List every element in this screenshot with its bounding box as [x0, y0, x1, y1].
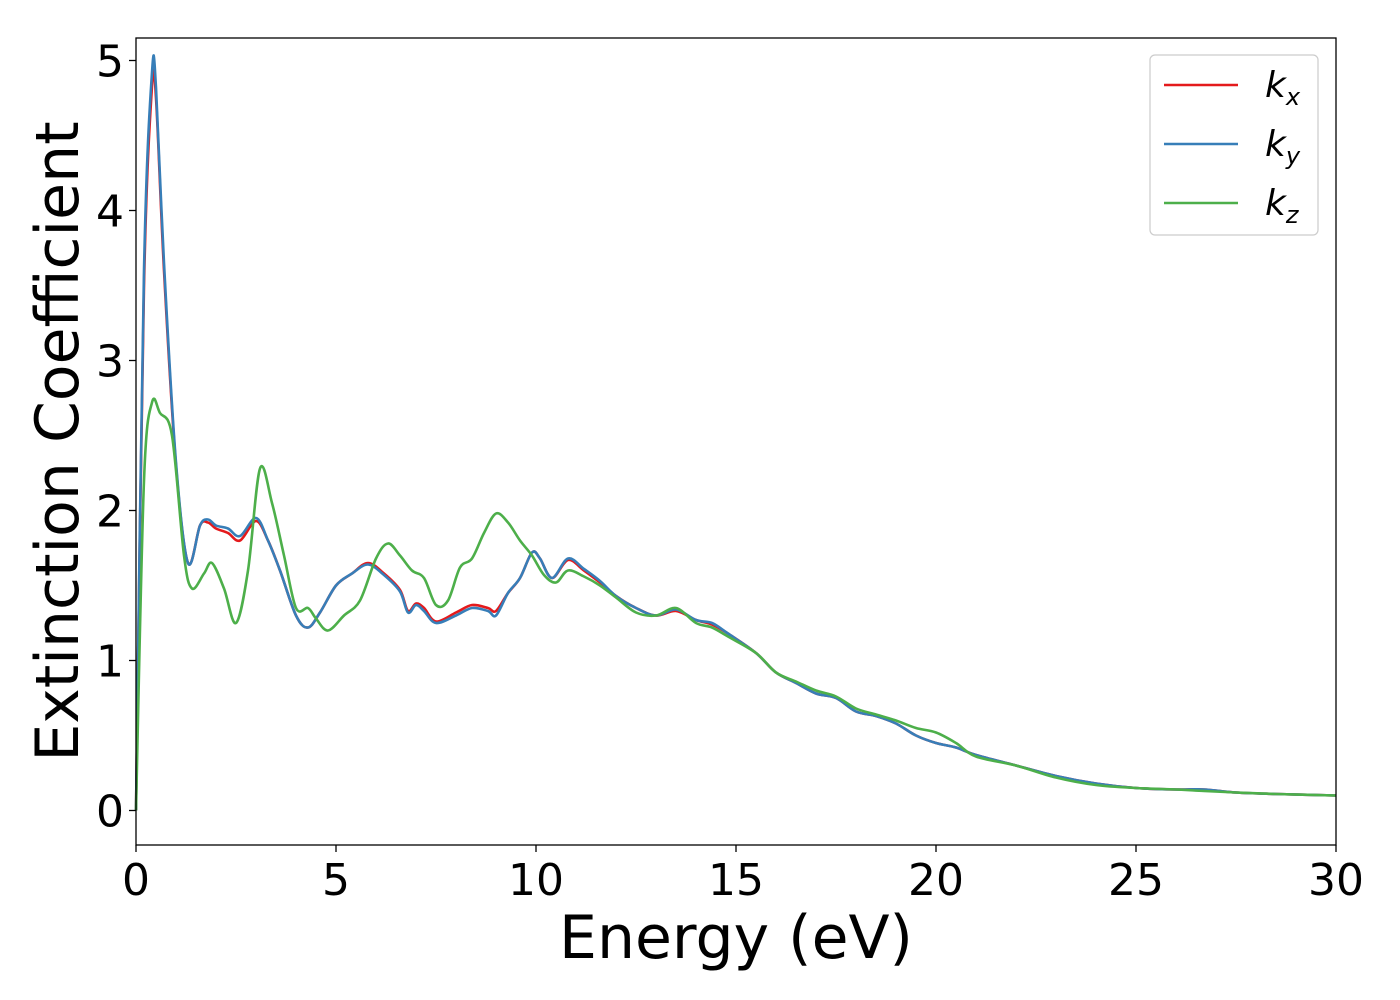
- legend-label-subscript: x: [1285, 83, 1301, 111]
- x-tick-label: 15: [708, 855, 764, 906]
- x-tick-label: 20: [908, 855, 964, 906]
- x-tick-label: 5: [322, 855, 350, 906]
- x-tick-label: 25: [1108, 855, 1164, 906]
- x-axis-title: Energy (eV): [559, 903, 913, 973]
- y-tick-label: 4: [96, 187, 124, 238]
- legend-label-subscript: z: [1285, 201, 1300, 229]
- tick-layer: 0 5 10 15 20 25 30 0 1 2 3 4 5: [96, 37, 1364, 907]
- y-tick-label: 1: [96, 637, 124, 688]
- y-tick-label: 5: [96, 37, 124, 88]
- y-tick-label: 2: [96, 487, 124, 538]
- series-line-ky: [134, 54, 1337, 811]
- y-axis-title: Extinction Coefficient: [23, 121, 93, 761]
- y-tick-label: 0: [96, 787, 124, 838]
- y-tick-label: 3: [96, 337, 124, 388]
- x-tick-label: 10: [508, 855, 564, 906]
- x-tick-label: 30: [1308, 855, 1364, 906]
- series-layer: [134, 54, 1337, 811]
- legend-label-subscript: y: [1285, 142, 1301, 170]
- series-line-kz: [134, 397, 1337, 811]
- x-tick-label: 0: [122, 855, 150, 906]
